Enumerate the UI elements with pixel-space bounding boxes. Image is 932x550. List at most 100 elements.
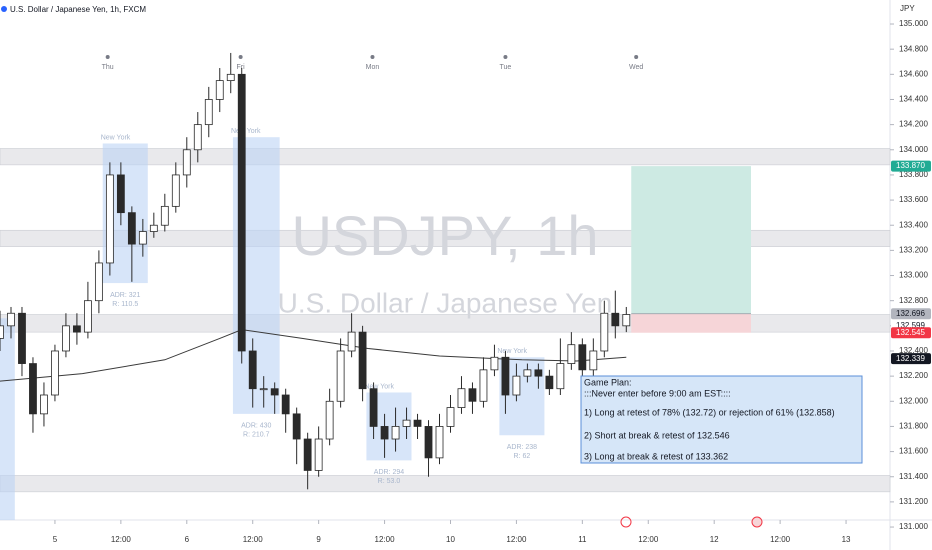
y-tick-label: 134.800 <box>899 44 928 53</box>
game-plan-line: :::Never enter before 9:00 am EST:::: <box>584 388 731 398</box>
y-tick-label: 132.200 <box>899 371 928 380</box>
candle-body <box>567 344 576 364</box>
x-tick-label: 12:00 <box>375 535 396 544</box>
candle-body <box>62 325 70 352</box>
y-tick-label: 131.600 <box>899 447 928 456</box>
day-marker <box>634 55 639 59</box>
session-label: New York <box>497 348 527 355</box>
candle-body <box>589 350 598 371</box>
candle-body <box>325 400 334 440</box>
session-range: R: 210.7 <box>243 432 270 439</box>
x-tick-label: 11 <box>578 535 587 544</box>
chart-title: U.S. Dollar / Japanese Yen, 1h, FXCM <box>10 5 146 14</box>
candle-body <box>171 174 180 207</box>
session-range: R: 62 <box>514 453 531 460</box>
candle-body <box>380 426 389 440</box>
candle-body <box>84 300 92 333</box>
candle-body <box>369 388 378 427</box>
candle-body <box>479 369 488 402</box>
symbol-icon <box>1 6 7 12</box>
candle-body <box>468 388 477 402</box>
candle-body <box>215 80 224 100</box>
candle-body <box>347 331 356 352</box>
day-label: Tue <box>500 64 512 71</box>
candle-body <box>40 394 48 415</box>
y-tick-label: 133.200 <box>899 245 928 254</box>
candle-body <box>314 438 323 471</box>
price-label: 133.870 <box>896 161 925 170</box>
candle-body <box>424 426 433 459</box>
event-icon[interactable] <box>620 516 632 528</box>
candle-body <box>281 394 290 415</box>
session-label: New York <box>364 383 394 390</box>
candle-body <box>490 356 499 371</box>
currency: JPY <box>900 4 915 13</box>
session-box <box>0 318 15 520</box>
price-label: 132.339 <box>896 354 925 363</box>
position-profit <box>631 166 752 314</box>
candle-body <box>303 438 312 471</box>
candle-body <box>501 356 510 396</box>
candle-body <box>358 331 367 390</box>
game-plan-box <box>580 375 863 464</box>
x-tick-label: 9 <box>316 535 321 544</box>
price-label-bg <box>891 353 931 365</box>
candle-body <box>248 350 257 390</box>
candle-body <box>116 174 125 214</box>
x-tick-label: 13 <box>842 535 851 544</box>
candle-body <box>578 344 587 371</box>
candle-body <box>270 388 279 396</box>
session-adr: ADR: 321 <box>110 292 140 299</box>
y-tick-label: 134.600 <box>899 69 928 78</box>
session-adr: ADR: 430 <box>241 423 271 430</box>
candle-body <box>7 312 15 327</box>
y-tick-label: 134.400 <box>899 95 928 104</box>
candle-body <box>73 325 81 333</box>
series <box>0 52 631 490</box>
candle-body <box>259 388 268 391</box>
day-marker <box>238 55 243 59</box>
x-tick-label: 12:00 <box>638 535 659 544</box>
y-tick-label: 131.400 <box>899 472 928 481</box>
candle-body <box>611 312 620 327</box>
candle-body <box>94 262 103 302</box>
watermark-subtitle: U.S. Dollar / Japanese Yen <box>278 287 613 318</box>
day-label: Thu <box>102 64 114 71</box>
candle-body <box>556 363 565 390</box>
day-marker <box>370 55 375 59</box>
zone <box>0 148 891 166</box>
candle-body <box>204 99 213 126</box>
game-plan: Game Plan: :::Never enter before 9:00 am… <box>580 375 863 464</box>
candle-body <box>545 375 554 390</box>
x-tick-label: 12:00 <box>770 535 791 544</box>
candle-body <box>523 369 532 377</box>
price-label-bg <box>891 308 931 320</box>
y-tick-label: 133.800 <box>899 170 928 179</box>
flag-icon[interactable] <box>751 516 763 528</box>
candle-body <box>446 407 455 427</box>
candle-body <box>127 212 136 245</box>
y-tick-label: 132.000 <box>899 396 928 405</box>
session-adr: ADR: 294 <box>374 469 404 476</box>
moving-average <box>0 329 627 382</box>
candle-body <box>622 314 631 327</box>
session-range: R: 53.0 <box>378 478 401 485</box>
price-label-bg <box>891 327 931 339</box>
day-label: Fri <box>237 64 246 71</box>
game-plan-line: 1) Long at retest of 78% (132.72) or rej… <box>584 407 835 417</box>
game-plan-line: Game Plan: <box>584 377 632 387</box>
candle-body <box>600 312 609 352</box>
candle-body <box>105 174 114 264</box>
watermark: USDJPY, 1h <box>291 204 598 267</box>
session-label: New York <box>101 134 131 141</box>
candle-body <box>193 124 202 151</box>
candle-body <box>336 350 345 402</box>
y-tick-label: 132.400 <box>899 346 928 355</box>
price-label: 132.599 <box>896 321 925 330</box>
candle-body <box>182 149 191 176</box>
zone <box>0 475 891 493</box>
day-label: Wed <box>629 64 643 71</box>
candle-body <box>237 73 246 352</box>
price-label: 132.545 <box>896 328 925 337</box>
